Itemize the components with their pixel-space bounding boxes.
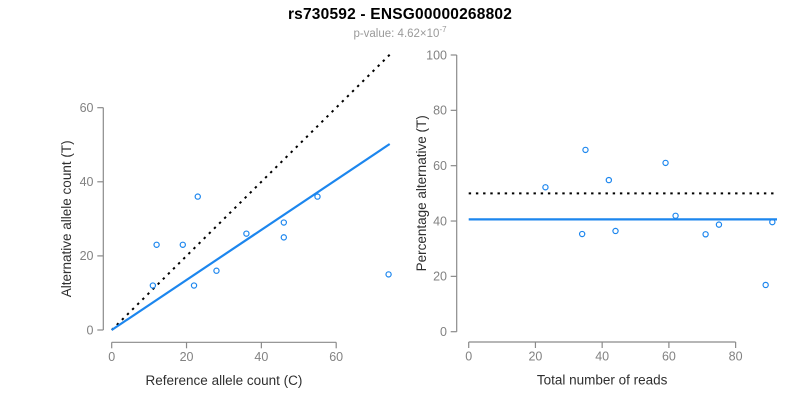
panel-allele-counts: 0 20 40 60 0 20 40 60 Reference allele count (C)…: [59, 53, 392, 388]
data-point: [672, 212, 679, 219]
data-point: [542, 184, 549, 191]
y-tick-label: 20: [433, 270, 447, 284]
x-tick-label: 0: [108, 350, 115, 364]
data-point: [605, 176, 613, 184]
data-point: [385, 271, 392, 278]
x-tick-label: 60: [329, 350, 343, 364]
data-point: [153, 241, 160, 248]
data-point: [769, 218, 776, 226]
data-point: [149, 282, 157, 289]
pvalue-text: p-value: 4.62×10: [353, 27, 440, 40]
data-point: [190, 282, 198, 289]
y-tick-label: 60: [433, 159, 447, 173]
x-tick-label: 20: [528, 350, 542, 364]
fit-line: [111, 143, 391, 331]
data-point: [280, 219, 288, 226]
y-axis-title: Percentage alternative (T): [414, 115, 429, 271]
data-point: [243, 230, 250, 237]
identity-line: [110, 53, 391, 331]
panel-percentage-vs-reads: 0 20 40 60 80 0 20 40 60 80 100 Total number of rea…: [414, 48, 777, 388]
x-tick-label: 0: [465, 350, 472, 364]
data-point: [314, 193, 321, 200]
y-tick-label: 20: [80, 249, 94, 263]
data-point: [582, 146, 589, 154]
data-point: [662, 159, 669, 167]
x-tick-label: 80: [729, 350, 743, 364]
x-tick-label: 20: [180, 350, 194, 364]
pvalue-exponent: -7: [439, 25, 447, 34]
plot-subtitle: p-value: 4.62×10-7: [0, 25, 800, 40]
data-point: [194, 193, 201, 200]
x-tick-label: 40: [254, 350, 268, 364]
y-tick-label: 40: [80, 175, 94, 189]
x-axis-title: Total number of reads: [537, 373, 668, 388]
y-tick-label: 0: [87, 323, 94, 337]
data-point: [578, 230, 586, 238]
data-point: [702, 231, 709, 238]
data-point: [280, 234, 288, 241]
y-tick-label: 0: [440, 325, 447, 339]
data-point: [715, 221, 723, 228]
y-tick-label: 40: [433, 214, 447, 228]
data-point: [612, 227, 619, 235]
x-axis-title: Reference allele count (C): [146, 373, 303, 388]
y-tick-label: 80: [433, 104, 447, 118]
y-tick-label: 60: [80, 101, 94, 115]
x-tick-label: 60: [662, 350, 676, 364]
y-tick-label: 100: [426, 48, 447, 62]
data-point: [179, 241, 186, 248]
x-tick-label: 40: [595, 350, 609, 364]
y-axis-title: Alternative allele count (T): [59, 140, 74, 297]
data-point: [213, 267, 220, 274]
plot-title: rs730592 - ENSG00000268802: [287, 6, 513, 23]
data-point: [762, 281, 769, 289]
